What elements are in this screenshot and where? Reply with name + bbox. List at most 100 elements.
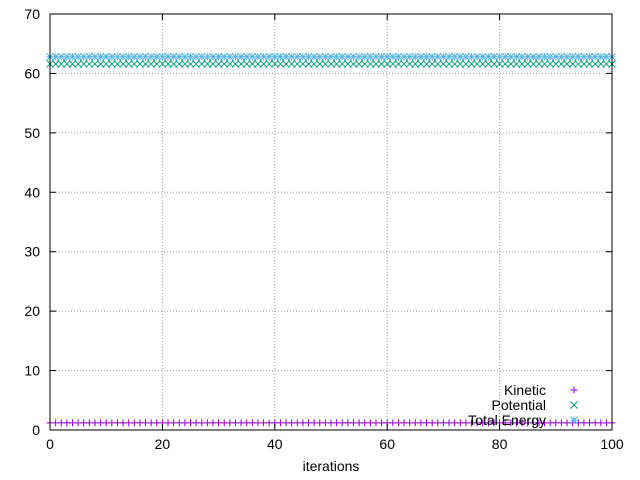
data-point [242, 60, 251, 68]
data-point [51, 60, 60, 68]
data-point [231, 60, 240, 68]
data-point [551, 52, 560, 61]
data-point [495, 60, 504, 68]
data-point [506, 52, 515, 61]
data-point [450, 60, 459, 68]
data-point [338, 60, 347, 68]
data-point [113, 60, 122, 68]
data-point [259, 60, 268, 68]
data-point [287, 60, 296, 68]
data-point [366, 60, 375, 68]
data-point [304, 60, 313, 68]
data-point [96, 60, 105, 68]
data-point [557, 60, 566, 68]
data-point [203, 52, 212, 61]
data-point [484, 60, 493, 68]
data-point [484, 52, 493, 61]
data-point [490, 60, 498, 68]
x-tick-label: 0 [46, 436, 54, 452]
data-point [79, 60, 88, 68]
data-point [512, 60, 521, 68]
data-point [265, 60, 274, 68]
data-point [57, 52, 66, 61]
data-point [169, 52, 178, 61]
data-point [344, 60, 352, 68]
data-point [147, 60, 156, 68]
data-point [405, 60, 414, 68]
x-axis-title: iterations [303, 458, 360, 474]
data-point [225, 60, 234, 68]
data-point [321, 60, 330, 68]
data-point [501, 60, 510, 68]
data-point [428, 60, 437, 68]
data-point [411, 60, 420, 68]
data-point [276, 60, 285, 68]
data-point [383, 60, 392, 68]
data-point [237, 60, 245, 68]
data-point [68, 52, 77, 61]
data-point [596, 60, 605, 68]
data-point [91, 60, 99, 68]
data-point [462, 60, 470, 68]
data-point [585, 60, 594, 68]
data-point [523, 60, 532, 68]
data-point [428, 52, 437, 61]
data-point [304, 52, 313, 61]
data-point [473, 60, 481, 68]
data-point [574, 60, 583, 68]
data-point [546, 60, 555, 68]
data-point [372, 60, 380, 68]
data-point [164, 60, 172, 68]
data-point [203, 60, 212, 68]
y-tick-label: 50 [24, 125, 40, 141]
data-point [445, 60, 453, 68]
legend-marker [570, 401, 578, 409]
data-point [518, 60, 526, 68]
data-point [181, 60, 189, 68]
data-point [400, 60, 408, 68]
data-point [580, 60, 588, 68]
data-point [68, 60, 77, 68]
data-point [563, 60, 571, 68]
legend-marker [570, 386, 578, 394]
data-point [254, 60, 262, 68]
data-point [321, 52, 330, 61]
data-point [152, 60, 161, 68]
data-point [490, 52, 498, 61]
data-point [136, 60, 144, 68]
series-total-energy [46, 52, 616, 61]
data-point [270, 60, 279, 68]
legend-label: Kinetic [504, 382, 546, 398]
data-point [74, 60, 82, 68]
legend-label: Total Energy [468, 412, 546, 428]
data-point [439, 60, 448, 68]
plot-border [49, 13, 613, 431]
data-point [596, 52, 605, 61]
data-point [57, 60, 66, 68]
data-point [580, 52, 588, 61]
data-point [107, 60, 116, 68]
data-point [568, 60, 577, 68]
y-tick-label: 30 [24, 244, 40, 260]
data-point [366, 52, 375, 61]
data-point [383, 52, 392, 61]
data-point [315, 60, 324, 68]
legend-marker [570, 416, 578, 424]
data-point [214, 60, 223, 68]
x-tick-label: 20 [155, 436, 171, 452]
data-point [535, 52, 543, 61]
y-tick-label: 70 [24, 6, 40, 22]
data-point [551, 60, 560, 68]
data-point [102, 60, 111, 68]
data-point [332, 60, 341, 68]
data-point [63, 60, 71, 68]
data-point [186, 52, 195, 61]
data-point [456, 60, 465, 68]
data-point [113, 52, 122, 61]
data-point [540, 60, 549, 68]
y-tick-label: 10 [24, 363, 40, 379]
x-tick-label: 40 [267, 436, 283, 452]
data-point [456, 52, 465, 61]
